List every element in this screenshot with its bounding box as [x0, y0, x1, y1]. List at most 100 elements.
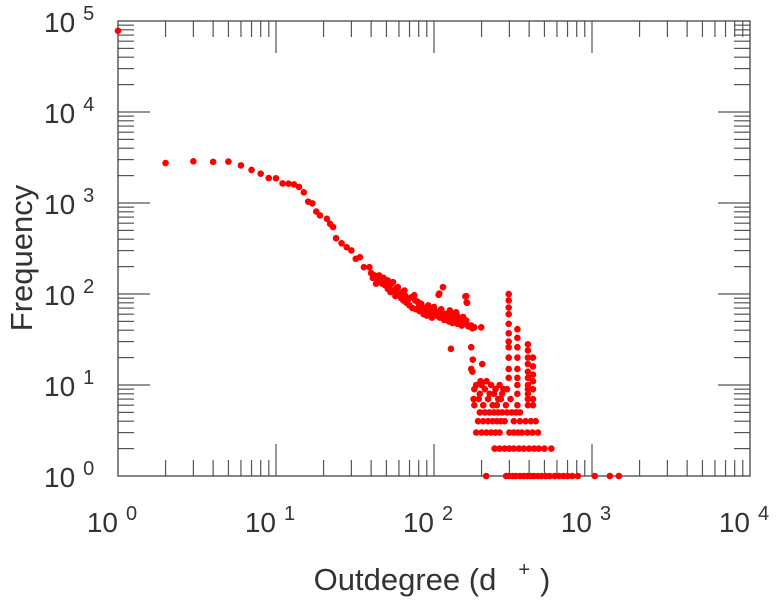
data-point — [309, 200, 316, 207]
data-point — [501, 445, 508, 452]
tick-exponent: 1 — [83, 367, 94, 389]
tick-base: 10 — [561, 507, 592, 538]
x-tick-label: 10 1 — [245, 503, 295, 538]
data-point — [525, 445, 533, 452]
data-point — [510, 417, 518, 425]
x-tick-label: 10 4 — [719, 503, 769, 538]
data-point — [484, 395, 492, 403]
x-tick-label: 10 3 — [561, 503, 611, 538]
data-point — [300, 189, 308, 196]
x-axis-label: Outdegree (d +) — [314, 559, 551, 597]
data-point — [338, 239, 345, 247]
data-point — [524, 401, 532, 409]
data-point — [514, 325, 521, 333]
data-point — [524, 390, 532, 398]
tick-exponent: 5 — [83, 3, 94, 25]
data-point — [551, 472, 558, 480]
x-axis-label-end: ) — [540, 562, 550, 597]
data-point — [323, 215, 331, 223]
data-point — [481, 409, 489, 416]
data-point — [514, 354, 521, 361]
data-point — [505, 297, 512, 304]
data-point — [498, 390, 506, 398]
data-point — [606, 472, 614, 480]
data-point — [591, 472, 599, 480]
data-point — [520, 445, 528, 452]
data-point — [388, 280, 396, 287]
data-point — [497, 395, 505, 403]
y-tick-label: 10 0 — [44, 458, 94, 493]
tick-base: 10 — [44, 98, 75, 129]
tick-base: 10 — [44, 462, 75, 493]
data-point — [510, 445, 518, 452]
data-point — [490, 390, 498, 398]
data-point — [498, 409, 506, 416]
data-point — [505, 338, 512, 345]
data-point — [505, 354, 512, 361]
data-point — [454, 320, 461, 328]
data-point — [474, 417, 482, 425]
data-point — [496, 381, 503, 389]
data-point — [476, 390, 484, 398]
data-point — [475, 395, 483, 403]
data-point — [356, 253, 364, 261]
data-point — [467, 322, 475, 329]
data-point — [369, 274, 377, 282]
data-point — [162, 159, 169, 167]
data-point — [483, 377, 490, 385]
y-axis-label: Frequency — [4, 184, 39, 331]
data-point — [463, 299, 470, 306]
tick-exponent: 3 — [600, 503, 611, 525]
data-point — [534, 429, 542, 436]
data-point — [114, 27, 122, 35]
data-point — [529, 377, 537, 385]
data-point — [493, 401, 501, 409]
data-point — [524, 360, 532, 368]
data-point — [467, 343, 475, 351]
tick-exponent: 0 — [83, 458, 94, 480]
data-point — [546, 472, 554, 480]
plot-frame — [117, 20, 751, 477]
data-point — [481, 385, 489, 393]
data-point — [472, 429, 480, 436]
data-point — [237, 162, 245, 169]
data-point — [496, 429, 503, 436]
data-point — [505, 290, 512, 298]
data-point — [514, 390, 521, 398]
data-point — [190, 158, 197, 165]
x-axis-label-sup: + — [518, 559, 530, 581]
tick-exponent: 2 — [442, 503, 453, 525]
data-point — [479, 417, 487, 425]
data-point — [462, 317, 470, 324]
data-point — [529, 395, 537, 403]
data-point — [502, 401, 510, 409]
data-point — [507, 395, 514, 403]
tick-base: 10 — [245, 507, 276, 538]
y-tick-label: 10 3 — [44, 185, 94, 220]
y-tick-label: 10 2 — [44, 276, 94, 311]
data-point — [524, 374, 532, 382]
data-point — [209, 158, 217, 166]
data-point — [529, 371, 537, 378]
tick-exponent: 3 — [83, 185, 94, 207]
data-point — [541, 445, 548, 452]
data-point — [524, 429, 531, 436]
data-point — [529, 363, 537, 370]
data-point — [316, 212, 324, 219]
data-point — [476, 409, 484, 416]
data-point — [505, 329, 512, 337]
data-point — [505, 304, 512, 311]
x-axis-label-text: Outdegree (d — [314, 562, 497, 597]
data-point — [471, 401, 478, 409]
data-point — [447, 345, 455, 353]
data-point — [265, 174, 273, 182]
data-point — [564, 472, 571, 480]
data-point — [529, 401, 537, 409]
data-point — [514, 401, 521, 409]
data-point — [348, 247, 355, 254]
data-point — [514, 374, 521, 382]
data-point — [225, 158, 232, 165]
data-point — [514, 381, 521, 389]
data-point — [496, 445, 503, 452]
